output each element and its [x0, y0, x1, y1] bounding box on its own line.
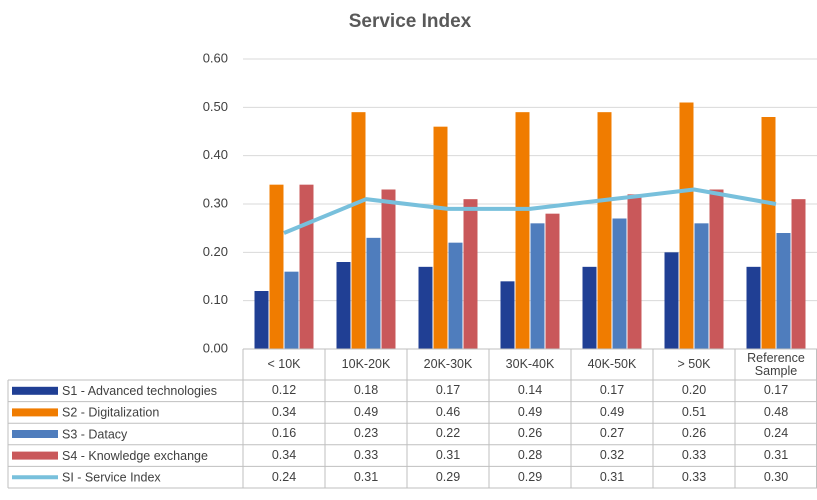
table-value: 0.28 — [517, 448, 543, 463]
x-tick-label: 10K-20K — [341, 357, 391, 371]
table-value: 0.33 — [681, 469, 707, 484]
table-value: 0.17 — [763, 383, 789, 398]
table-value: 0.17 — [599, 383, 625, 398]
table-value: 0.49 — [353, 404, 379, 419]
table-value: 0.24 — [271, 469, 297, 484]
bar — [515, 112, 530, 350]
bar — [582, 266, 597, 349]
bar — [746, 266, 761, 349]
table-value: 0.34 — [271, 448, 297, 463]
y-tick-label: 0.00 — [203, 340, 228, 355]
legend-label: S2 - Digitalization — [62, 406, 159, 420]
table-value: 0.31 — [353, 469, 379, 484]
table-value: 0.34 — [271, 404, 297, 419]
bar — [463, 199, 478, 349]
legend-label: S1 - Advanced technologies — [62, 384, 217, 398]
bar — [381, 189, 396, 349]
table-value: 0.29 — [435, 469, 461, 484]
table-value: 0.33 — [353, 448, 379, 463]
legend-label: S3 - Datacy — [62, 427, 128, 441]
bar — [448, 242, 463, 349]
bar — [776, 233, 791, 349]
bar — [791, 199, 806, 349]
y-tick-label: 0.60 — [203, 50, 228, 65]
table-value: 0.22 — [435, 426, 461, 441]
legend-label: SI - Service Index — [62, 470, 161, 484]
table-value: 0.26 — [517, 426, 543, 441]
table-value: 0.29 — [517, 469, 543, 484]
bar — [254, 291, 269, 349]
bar — [269, 184, 284, 349]
legend-label: S4 - Knowledge exchange — [62, 449, 208, 463]
legend-key — [12, 430, 58, 438]
bar — [433, 126, 448, 350]
table-value: 0.23 — [353, 426, 379, 441]
table-value: 0.48 — [763, 404, 789, 419]
table-value: 0.30 — [763, 469, 789, 484]
bar — [597, 112, 612, 350]
bar — [709, 189, 724, 349]
table-value: 0.26 — [681, 426, 707, 441]
bar — [366, 237, 381, 349]
bar — [679, 102, 694, 349]
table-value: 0.27 — [599, 426, 625, 441]
table-value: 0.49 — [599, 404, 625, 419]
legend-key — [12, 408, 58, 417]
line-series — [283, 187, 777, 235]
x-tick-label: Reference Sample — [747, 350, 805, 378]
bar — [612, 218, 627, 349]
bar — [284, 271, 299, 349]
x-tick-label: < 10K — [267, 357, 301, 371]
bar — [299, 184, 314, 349]
legend-key — [12, 451, 58, 460]
table-value: 0.18 — [353, 383, 379, 398]
table-value: 0.46 — [435, 404, 461, 419]
table-value: 0.24 — [763, 426, 789, 441]
bar — [351, 112, 366, 350]
bar — [761, 117, 776, 349]
table-value: 0.12 — [271, 383, 297, 398]
table-value: 0.32 — [599, 448, 625, 463]
bar — [500, 281, 515, 349]
table-value: 0.16 — [271, 426, 297, 441]
legend-key — [12, 386, 58, 395]
y-tick-label: 0.30 — [203, 195, 228, 210]
chart-title: Service Index — [349, 11, 472, 32]
bar — [530, 223, 545, 349]
y-tick-label: 0.40 — [203, 147, 228, 162]
x-tick-label: 30K-40K — [505, 357, 555, 371]
table-value: 0.20 — [681, 383, 707, 398]
table-value: 0.31 — [599, 469, 625, 484]
table-value: 0.31 — [435, 448, 461, 463]
table-value: 0.17 — [435, 383, 461, 398]
table-value: 0.14 — [517, 383, 543, 398]
y-tick-label: 0.10 — [203, 292, 228, 307]
x-tick-label: 40K-50K — [587, 357, 637, 371]
table-value: 0.31 — [763, 448, 789, 463]
bar — [545, 213, 560, 349]
bar — [664, 252, 679, 349]
y-tick-label: 0.20 — [203, 244, 228, 259]
x-tick-label: 20K-30K — [423, 357, 473, 371]
table-value: 0.33 — [681, 448, 707, 463]
table-value: 0.49 — [517, 404, 543, 419]
bar — [336, 262, 351, 349]
x-tick-label: > 50K — [677, 357, 711, 371]
table-value: 0.51 — [681, 404, 707, 419]
bar — [418, 266, 433, 349]
y-tick-label: 0.50 — [203, 99, 228, 114]
bar — [694, 223, 709, 349]
bar — [627, 194, 642, 349]
